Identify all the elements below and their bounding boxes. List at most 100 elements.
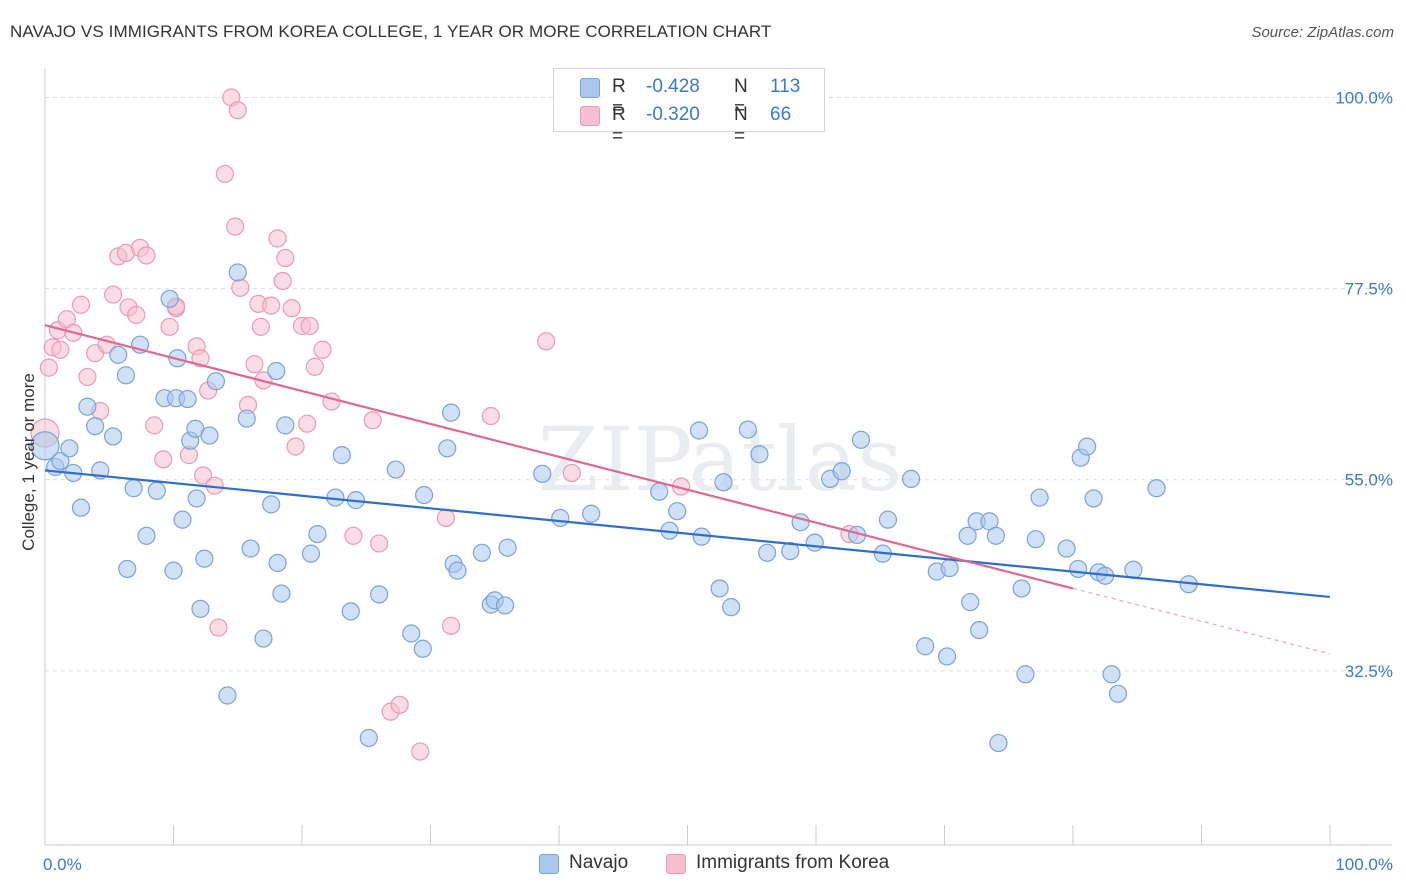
navajo-point-50 bbox=[402, 624, 421, 643]
grid-lines bbox=[45, 96, 1392, 672]
korea-point-55 bbox=[370, 534, 389, 553]
korea-n-value: 66 bbox=[770, 104, 792, 125]
legend-korea-label: Immigrants from Korea bbox=[696, 852, 890, 873]
navajo-point-104 bbox=[1078, 437, 1097, 456]
navajo-point-23 bbox=[178, 389, 197, 409]
navajo-point-101 bbox=[1057, 539, 1076, 558]
navajo-point-80 bbox=[832, 462, 851, 481]
source-label: Source: ZipAtlas.com bbox=[1251, 24, 1394, 41]
korea-point-31 bbox=[215, 164, 234, 184]
navajo-point-76 bbox=[781, 541, 800, 561]
korea-trend-line-extension bbox=[1072, 587, 1331, 655]
korea-point-1 bbox=[39, 358, 58, 377]
navajo-point-41 bbox=[301, 544, 321, 563]
navajo-point-0 bbox=[30, 431, 60, 461]
korea-point-54 bbox=[363, 411, 382, 430]
navajo-point-37 bbox=[267, 361, 286, 381]
navajo-point-38 bbox=[268, 553, 287, 573]
navajo-point-33 bbox=[237, 409, 256, 428]
korea-point-34 bbox=[228, 101, 247, 120]
navajo-point-97 bbox=[1012, 579, 1031, 598]
navajo-point-98 bbox=[1016, 665, 1035, 684]
navajo-point-95 bbox=[986, 526, 1006, 545]
navajo-point-102 bbox=[1069, 559, 1088, 579]
navajo-point-57 bbox=[472, 543, 491, 562]
korea-point-42 bbox=[268, 229, 287, 248]
navajo-point-31 bbox=[218, 686, 237, 705]
korea-point-61 bbox=[481, 406, 500, 426]
navajo-point-51 bbox=[413, 639, 432, 658]
navajo-point-86 bbox=[916, 637, 935, 656]
navajo-point-75 bbox=[758, 543, 777, 562]
navajo-point-15 bbox=[137, 526, 156, 545]
korea-point-16 bbox=[127, 305, 146, 325]
korea-point-21 bbox=[160, 317, 179, 336]
navajo-point-52 bbox=[414, 485, 434, 505]
navajo-point-99 bbox=[1026, 530, 1045, 549]
korea-points bbox=[30, 88, 859, 761]
navajo-point-111 bbox=[1147, 479, 1166, 498]
navajo-r-value: -0.428 bbox=[646, 76, 700, 97]
navajo-n-value: 113 bbox=[770, 76, 801, 97]
korea-point-35 bbox=[231, 278, 250, 297]
tick-labels: 32.5% 55.0% 77.5% 100.0% 0.0% 100.0% bbox=[43, 88, 1393, 874]
navajo-r-label: R = bbox=[612, 76, 626, 119]
navajo-point-16 bbox=[147, 481, 166, 500]
navajo-point-68 bbox=[689, 421, 709, 440]
korea-point-4 bbox=[51, 340, 70, 359]
navajo-point-84 bbox=[878, 510, 898, 529]
navajo-point-48 bbox=[370, 585, 389, 604]
navajo-point-60 bbox=[495, 596, 515, 615]
korea-point-48 bbox=[298, 414, 317, 433]
navajo-point-91 bbox=[961, 592, 980, 612]
navajo-point-53 bbox=[438, 439, 457, 458]
korea-point-43 bbox=[273, 271, 292, 291]
navajo-point-40 bbox=[276, 416, 295, 435]
korea-point-57 bbox=[390, 695, 409, 714]
korea-swatch bbox=[580, 106, 600, 126]
korea-point-19 bbox=[145, 416, 164, 435]
navajo-point-36 bbox=[262, 495, 281, 514]
navajo-point-27 bbox=[191, 599, 210, 618]
korea-point-12 bbox=[104, 285, 123, 304]
legend-navajo-label: Navajo bbox=[569, 852, 629, 873]
navajo-point-49 bbox=[386, 460, 405, 479]
korea-point-44 bbox=[276, 248, 295, 268]
stats-box: R = -0.428 N = 113 R = -0.320 N = 66 bbox=[553, 68, 825, 147]
y-tick-label-3: 100.0% bbox=[1335, 88, 1393, 107]
navajo-point-28 bbox=[195, 549, 214, 568]
navajo-point-93 bbox=[970, 620, 989, 640]
navajo-trend-line bbox=[44, 469, 1331, 599]
navajo-point-62 bbox=[533, 464, 552, 483]
navajo-point-19 bbox=[164, 561, 183, 580]
navajo-point-35 bbox=[254, 629, 273, 648]
navajo-swatch bbox=[580, 78, 600, 98]
korea-point-46 bbox=[286, 437, 305, 456]
korea-point-53 bbox=[344, 526, 363, 545]
navajo-point-5 bbox=[71, 498, 91, 517]
navajo-point-89 bbox=[940, 558, 959, 578]
navajo-point-39 bbox=[272, 584, 291, 603]
korea-point-52 bbox=[322, 392, 341, 411]
navajo-point-56 bbox=[448, 561, 467, 580]
navajo-point-67 bbox=[668, 502, 687, 521]
navajo-point-73 bbox=[738, 420, 757, 439]
korea-n-label: N = bbox=[734, 104, 748, 147]
chart-title: NAVAJO VS IMMIGRANTS FROM KOREA COLLEGE,… bbox=[10, 22, 772, 41]
korea-point-41 bbox=[262, 296, 281, 315]
navajo-point-30 bbox=[206, 372, 226, 391]
korea-point-33 bbox=[226, 217, 245, 236]
y-tick-label-1: 55.0% bbox=[1345, 471, 1393, 490]
navajo-point-63 bbox=[551, 508, 570, 528]
navajo-point-18 bbox=[160, 289, 179, 308]
navajo-point-6 bbox=[78, 397, 97, 416]
navajo-point-78 bbox=[805, 533, 824, 552]
navajo-point-47 bbox=[359, 728, 378, 748]
navajo-point-22 bbox=[173, 510, 192, 529]
korea-point-39 bbox=[251, 317, 270, 336]
korea-point-18 bbox=[137, 246, 156, 265]
legend-navajo-swatch bbox=[539, 854, 559, 874]
navajo-n-label: N = bbox=[734, 76, 748, 119]
x-tick-label-1: 100.0% bbox=[1335, 855, 1393, 874]
